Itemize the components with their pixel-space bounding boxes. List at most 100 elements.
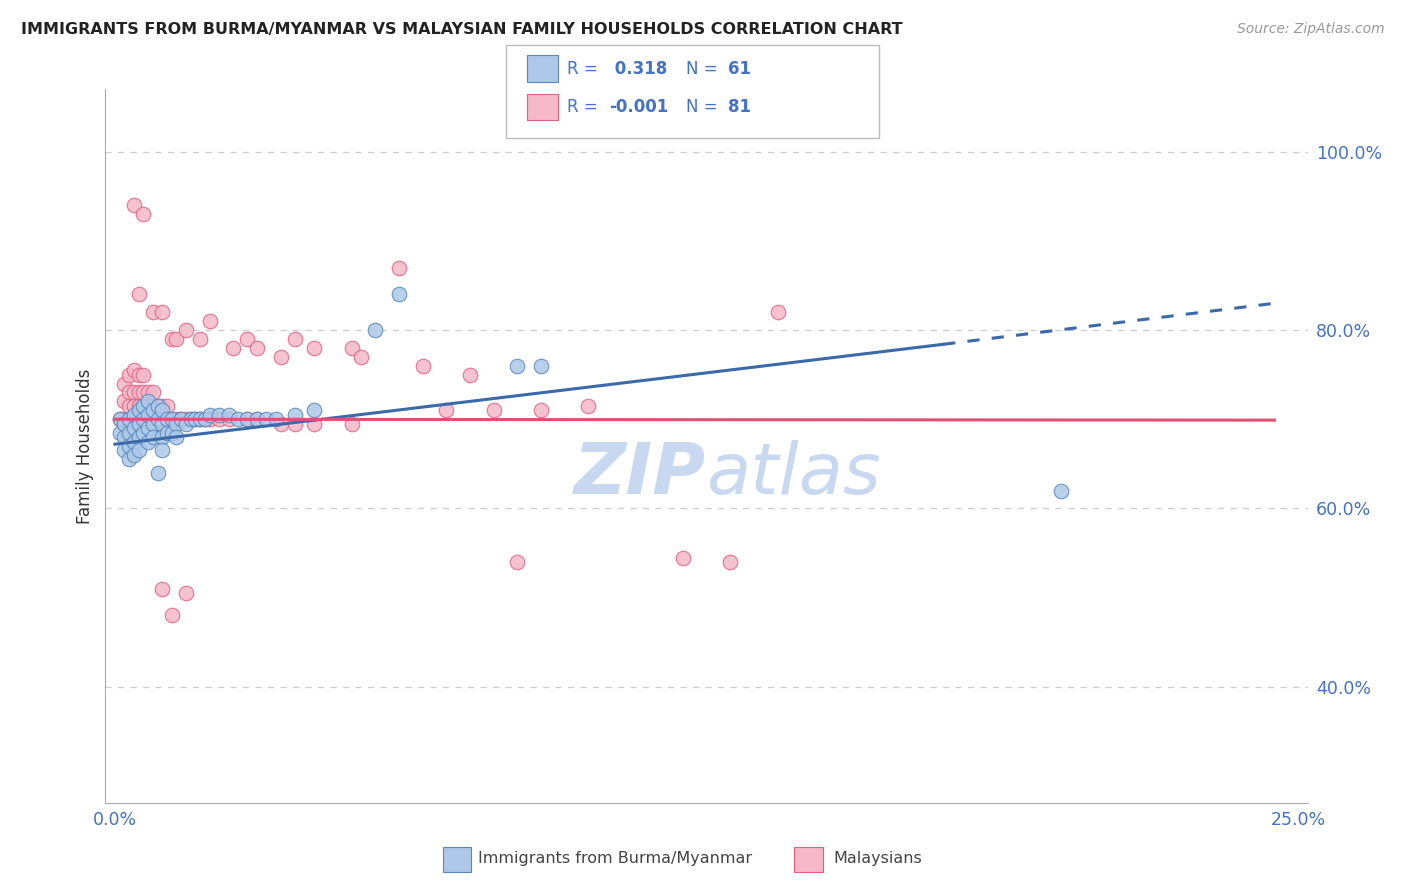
Point (146, 412, 169, 426)
Point (302, 403, 325, 417)
Point (132, 207, 155, 221)
Point (218, 412, 240, 426)
Text: 61: 61 (728, 60, 751, 78)
Point (146, 399, 169, 413)
Point (180, 412, 202, 426)
Point (108, 412, 131, 426)
Point (150, 582, 173, 596)
Point (122, 421, 145, 435)
Point (156, 425, 179, 440)
Point (136, 412, 159, 426)
Point (246, 341, 269, 355)
Point (118, 412, 141, 426)
Point (160, 412, 183, 426)
Point (165, 332, 187, 346)
Point (122, 408, 145, 422)
Point (174, 323, 197, 337)
Point (388, 260, 411, 275)
Point (146, 412, 169, 426)
Point (118, 412, 141, 426)
Point (530, 403, 553, 417)
Point (188, 332, 211, 346)
Point (188, 412, 211, 426)
Point (184, 412, 207, 426)
Point (208, 408, 231, 422)
Point (122, 198, 145, 212)
Point (160, 332, 183, 346)
Point (284, 408, 307, 422)
Text: atlas: atlas (707, 440, 882, 509)
Text: Malaysians: Malaysians (834, 852, 922, 866)
Point (236, 332, 259, 346)
Point (142, 417, 165, 431)
Point (246, 412, 269, 426)
Point (174, 417, 197, 431)
Point (350, 350, 373, 364)
Point (142, 430, 165, 444)
Point (482, 403, 505, 417)
Point (132, 399, 155, 413)
Point (122, 363, 145, 377)
Point (128, 368, 150, 382)
Point (128, 417, 150, 431)
Point (576, 399, 599, 413)
Point (364, 323, 387, 337)
Point (132, 385, 155, 400)
Point (146, 466, 169, 480)
Point (226, 412, 249, 426)
Point (112, 443, 135, 458)
Point (246, 412, 269, 426)
Point (128, 287, 150, 301)
Point (302, 417, 325, 431)
Point (132, 425, 155, 440)
Point (170, 412, 193, 426)
Point (142, 305, 165, 319)
Point (160, 425, 183, 440)
Point (136, 434, 159, 449)
Point (136, 408, 159, 422)
Point (146, 399, 169, 413)
Point (170, 412, 193, 426)
Point (194, 412, 217, 426)
Point (128, 443, 150, 458)
Point (142, 399, 165, 413)
Y-axis label: Family Households: Family Households (76, 368, 94, 524)
Point (194, 412, 217, 426)
Point (302, 341, 325, 355)
Point (264, 412, 287, 426)
Point (112, 430, 135, 444)
Point (128, 403, 150, 417)
Point (165, 417, 187, 431)
Text: ZIP: ZIP (574, 440, 707, 509)
Point (184, 412, 207, 426)
Point (112, 417, 135, 431)
Point (434, 403, 457, 417)
Point (122, 412, 145, 426)
Point (118, 385, 141, 400)
Point (142, 403, 165, 417)
Point (165, 430, 187, 444)
Point (174, 412, 197, 426)
Point (118, 368, 141, 382)
Point (142, 385, 165, 400)
Point (458, 368, 481, 382)
Point (198, 408, 221, 422)
Point (128, 399, 150, 413)
Point (136, 421, 159, 435)
Point (156, 412, 179, 426)
Point (270, 350, 292, 364)
Point (388, 287, 411, 301)
Point (208, 412, 231, 426)
Point (150, 403, 173, 417)
Point (198, 412, 221, 426)
Point (132, 412, 155, 426)
Point (122, 385, 145, 400)
Point (122, 448, 145, 462)
Point (150, 443, 173, 458)
Point (160, 412, 183, 426)
Point (284, 417, 307, 431)
Point (122, 399, 145, 413)
Text: IMMIGRANTS FROM BURMA/MYANMAR VS MALAYSIAN FAMILY HOUSEHOLDS CORRELATION CHART: IMMIGRANTS FROM BURMA/MYANMAR VS MALAYSI… (21, 22, 903, 37)
Point (188, 412, 211, 426)
Point (530, 359, 553, 373)
